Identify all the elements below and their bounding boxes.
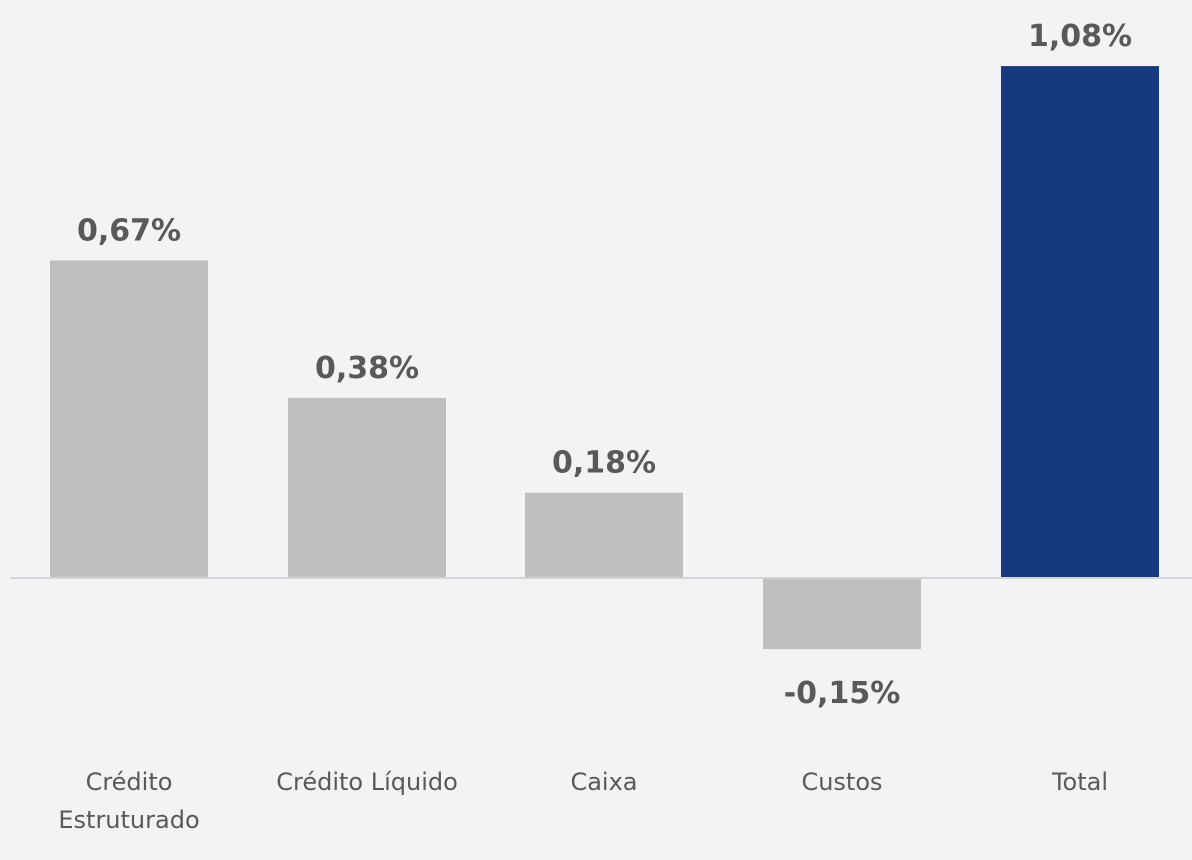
category-label-line: Crédito (86, 768, 173, 796)
category-labels-layer: Crédito Estruturado Crédito Líquido Caixa Cu… (58, 768, 1108, 834)
value-label-2: 0,18% (552, 446, 656, 481)
value-label-1: 0,38% (315, 351, 419, 386)
value-label-0: 0,67% (77, 213, 181, 248)
bar-3 (763, 578, 921, 650)
category-label-2: Caixa (570, 768, 637, 796)
category-label-line: Estruturado (58, 806, 199, 834)
bars-layer (50, 66, 1159, 650)
category-label-line: Total (1051, 768, 1108, 796)
value-labels-layer: 0,67% 0,38% 0,18% -0,15% 1,08% (77, 19, 1132, 711)
category-label-line: Custos (801, 768, 882, 796)
bar-4 (1001, 66, 1159, 578)
category-label-line: Caixa (570, 768, 637, 796)
category-label-3: Custos (801, 768, 882, 796)
category-label-1: Crédito Líquido (276, 768, 458, 796)
category-label-4: Total (1051, 768, 1108, 796)
value-label-4: 1,08% (1028, 19, 1132, 54)
category-label-line: Crédito Líquido (276, 768, 458, 796)
bar-2 (525, 492, 683, 578)
bar-0 (50, 260, 208, 578)
category-label-0: Crédito Estruturado (58, 768, 199, 834)
bar-1 (288, 397, 446, 578)
value-label-3: -0,15% (784, 676, 901, 711)
